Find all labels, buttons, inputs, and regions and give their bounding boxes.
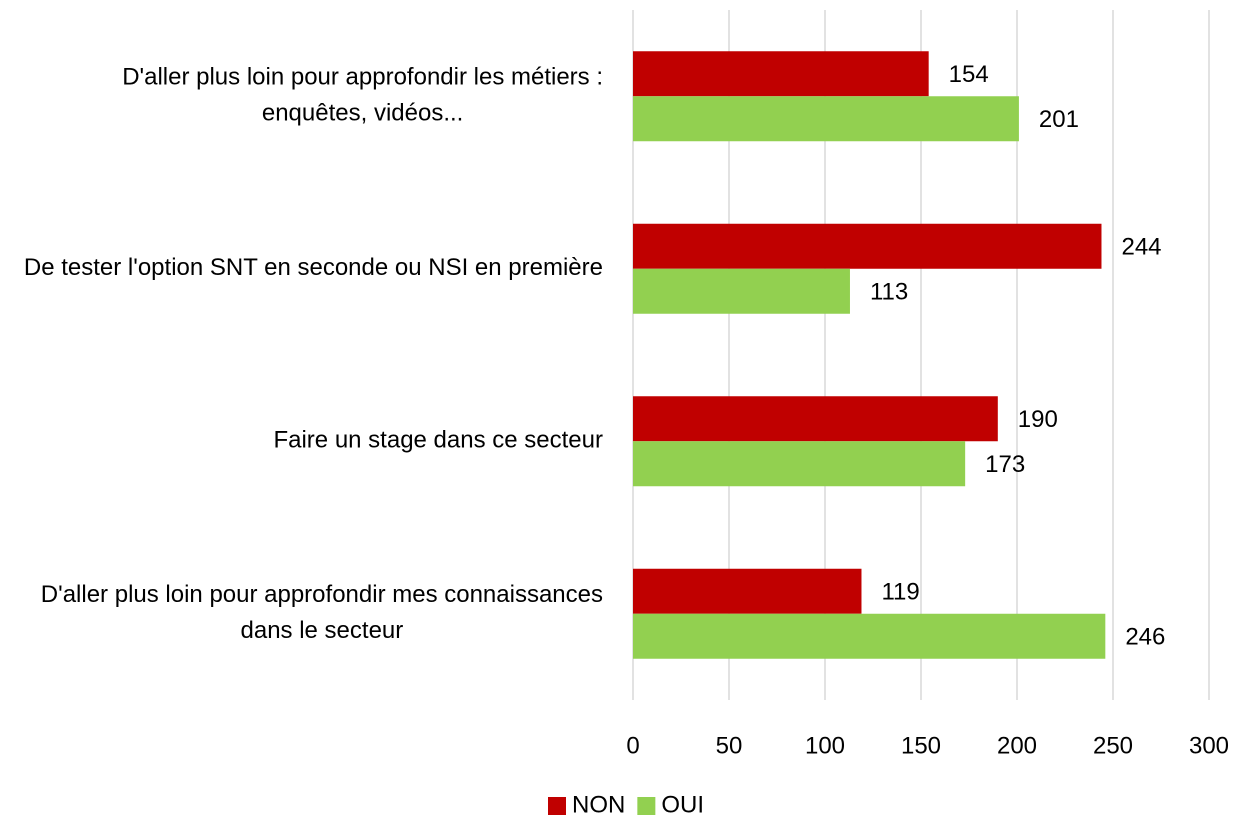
x-tick-label: 150 bbox=[901, 732, 941, 759]
data-label: 246 bbox=[1125, 624, 1165, 651]
data-label: 154 bbox=[949, 61, 989, 88]
data-label: 119 bbox=[881, 579, 919, 606]
x-tick-label: 0 bbox=[626, 732, 639, 759]
legend-label: OUI bbox=[661, 791, 704, 815]
legend-swatch bbox=[637, 797, 656, 815]
y-tick-label: D'aller plus loin pour approfondir les m… bbox=[122, 64, 603, 127]
data-label: 201 bbox=[1039, 106, 1079, 133]
bar bbox=[633, 441, 966, 487]
legend-label: NON bbox=[572, 791, 625, 815]
legend-swatch bbox=[548, 797, 566, 815]
y-tick-label: Faire un stage dans ce secteur bbox=[273, 427, 603, 454]
bar bbox=[633, 96, 1019, 142]
data-label: 244 bbox=[1121, 234, 1161, 261]
x-tick-label: 250 bbox=[1093, 732, 1133, 759]
bar bbox=[633, 613, 1106, 659]
y-tick-label: D'aller plus loin pour approfondir mes c… bbox=[41, 581, 603, 644]
data-label: 190 bbox=[1018, 406, 1058, 433]
x-tick-label: 200 bbox=[997, 732, 1037, 759]
bar bbox=[633, 396, 998, 442]
x-tick-label: 50 bbox=[716, 732, 743, 759]
y-tick-label: De tester l'option SNT en seconde ou NSI… bbox=[24, 254, 603, 281]
bar bbox=[633, 268, 850, 314]
data-label: 113 bbox=[870, 279, 908, 306]
bar bbox=[633, 51, 929, 97]
bar bbox=[633, 223, 1102, 269]
x-tick-label: 100 bbox=[805, 732, 845, 759]
data-label: 173 bbox=[985, 451, 1025, 478]
x-tick-label: 300 bbox=[1189, 732, 1229, 759]
bar bbox=[633, 568, 862, 614]
